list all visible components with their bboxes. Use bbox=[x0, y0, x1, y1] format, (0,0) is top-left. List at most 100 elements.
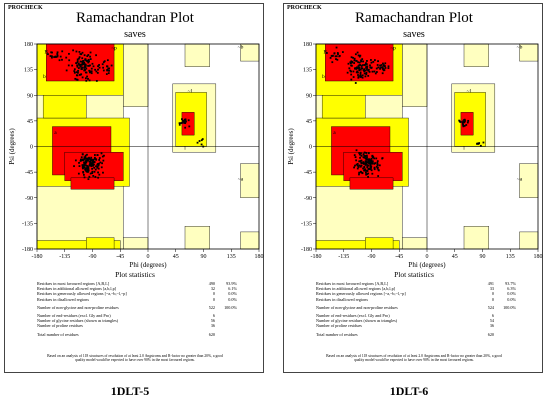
data-point bbox=[358, 173, 360, 176]
stats-percent: 0.0% bbox=[228, 296, 237, 302]
data-point bbox=[85, 170, 88, 173]
data-point bbox=[360, 75, 363, 78]
data-point bbox=[98, 162, 100, 165]
region-label: B bbox=[44, 50, 48, 56]
data-point bbox=[376, 163, 379, 166]
data-point bbox=[95, 54, 97, 57]
data-point bbox=[89, 162, 92, 165]
x-tick-label: 0 bbox=[426, 254, 429, 260]
x-tick-label: 45 bbox=[173, 254, 179, 260]
data-point bbox=[461, 121, 464, 124]
data-point bbox=[359, 71, 362, 74]
data-point bbox=[382, 68, 385, 71]
data-point bbox=[86, 165, 89, 167]
stats-label: Total number of residues bbox=[37, 331, 79, 337]
data-point bbox=[369, 161, 372, 164]
data-point bbox=[81, 57, 84, 60]
data-point bbox=[88, 175, 91, 178]
data-point bbox=[370, 66, 373, 69]
y-axis-label: Psi (degrees) bbox=[287, 128, 295, 165]
x-tick-label: -90 bbox=[89, 254, 97, 260]
data-point bbox=[355, 163, 358, 166]
data-point bbox=[361, 64, 364, 67]
data-point bbox=[346, 71, 349, 74]
data-point bbox=[357, 61, 360, 64]
allowed-region bbox=[86, 237, 115, 250]
data-point bbox=[79, 60, 82, 63]
data-point bbox=[352, 56, 354, 59]
data-point bbox=[382, 62, 384, 65]
data-point bbox=[357, 76, 360, 79]
y-tick-label: -135 bbox=[301, 221, 312, 227]
data-point bbox=[357, 65, 360, 67]
stats-row: Residues in most favoured regions [A,B,L… bbox=[37, 281, 237, 286]
data-point bbox=[376, 167, 379, 170]
allowed-region bbox=[42, 95, 87, 119]
data-point bbox=[106, 65, 108, 68]
stats-percent: 0.0% bbox=[228, 291, 237, 297]
stats-percent: 6.3% bbox=[507, 286, 516, 292]
data-point bbox=[82, 63, 85, 66]
data-point bbox=[97, 65, 99, 68]
data-point bbox=[106, 59, 109, 62]
data-point bbox=[366, 170, 369, 172]
data-point bbox=[82, 173, 85, 176]
y-tick-label: 135 bbox=[24, 68, 33, 74]
data-point bbox=[87, 166, 90, 169]
stats-count: 0 bbox=[212, 291, 215, 297]
data-point bbox=[65, 56, 68, 59]
data-point bbox=[356, 51, 359, 54]
ramachandran-panel-1dlt-5: PROCHECK Ramachandran Plot saves BbAaL~l… bbox=[4, 3, 264, 373]
data-point bbox=[362, 69, 365, 72]
x-tick-label: -45 bbox=[395, 254, 403, 260]
generous-region bbox=[463, 43, 489, 67]
stats-count: 36 bbox=[210, 323, 215, 329]
data-point bbox=[89, 70, 92, 73]
data-point bbox=[86, 157, 88, 160]
data-point bbox=[56, 55, 59, 58]
data-point bbox=[183, 120, 186, 123]
data-point bbox=[377, 66, 380, 69]
data-point bbox=[366, 67, 369, 69]
data-point bbox=[76, 58, 79, 61]
data-point bbox=[369, 66, 372, 69]
data-point bbox=[354, 164, 356, 167]
data-point bbox=[78, 63, 80, 66]
data-point bbox=[331, 61, 334, 64]
generous-region bbox=[463, 226, 489, 250]
stats-row: Residues in most favoured regions [A,B,L… bbox=[316, 281, 516, 286]
data-point bbox=[72, 49, 75, 52]
data-point bbox=[87, 58, 90, 61]
data-point bbox=[89, 164, 92, 167]
data-point bbox=[98, 157, 101, 159]
data-point bbox=[179, 122, 182, 125]
data-point bbox=[370, 59, 372, 61]
y-tick-label: -45 bbox=[304, 170, 312, 176]
data-point bbox=[370, 157, 373, 160]
data-point bbox=[357, 67, 360, 70]
data-point bbox=[361, 172, 364, 174]
y-tick-label: -90 bbox=[25, 196, 33, 202]
stats-count: 522 bbox=[208, 304, 215, 310]
data-point bbox=[200, 143, 203, 146]
data-point bbox=[93, 154, 96, 156]
data-point bbox=[352, 76, 355, 78]
data-point bbox=[100, 166, 103, 169]
data-point bbox=[92, 160, 95, 163]
data-point bbox=[94, 168, 97, 171]
data-point bbox=[367, 160, 370, 162]
data-point bbox=[61, 50, 64, 53]
data-point bbox=[353, 154, 356, 157]
data-point bbox=[89, 55, 92, 58]
data-point bbox=[347, 62, 350, 65]
data-point bbox=[85, 167, 87, 170]
x-tick-label: 0 bbox=[147, 254, 150, 260]
data-point bbox=[336, 52, 339, 54]
data-point bbox=[59, 55, 62, 58]
data-point bbox=[77, 67, 80, 70]
data-point bbox=[184, 122, 187, 125]
data-point bbox=[81, 68, 83, 71]
y-tick-label: 135 bbox=[303, 68, 312, 74]
stats-label: Residues in most favoured regions [A,B,L… bbox=[37, 281, 110, 286]
data-point bbox=[367, 167, 370, 170]
